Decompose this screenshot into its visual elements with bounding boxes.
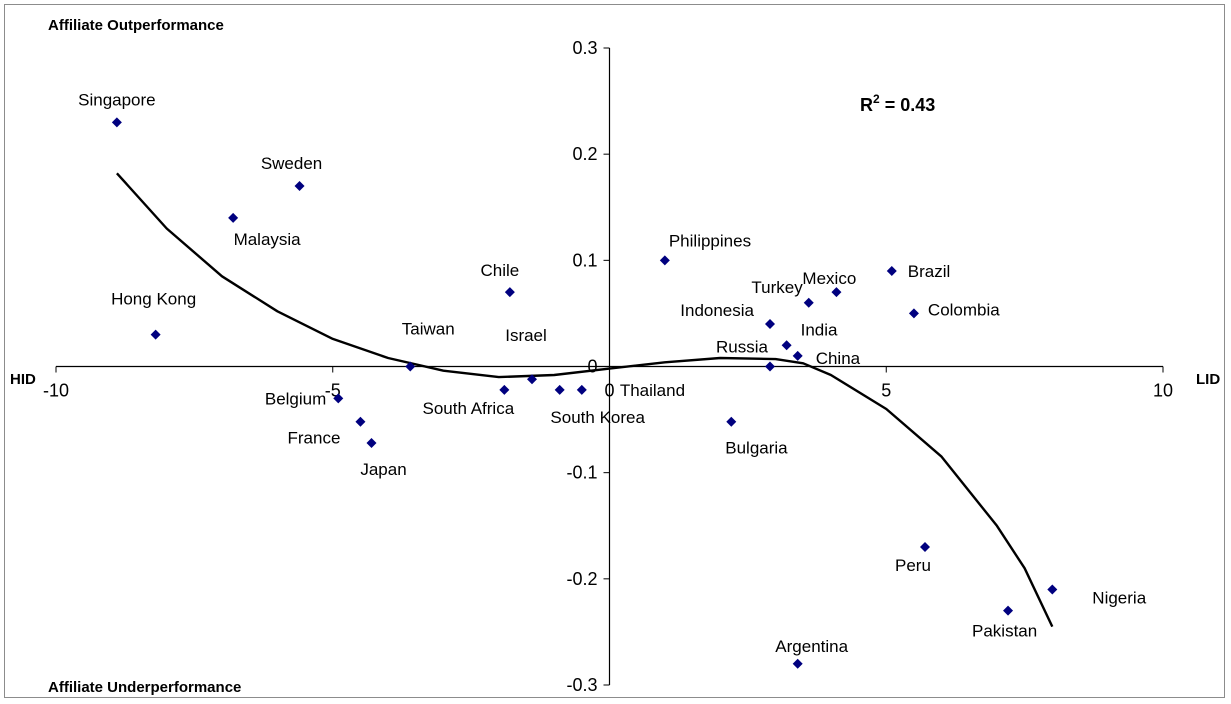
data-point-marker <box>726 416 737 427</box>
chart-frame <box>4 4 1225 698</box>
y-tick-label: -0.1 <box>566 463 597 483</box>
data-point-marker <box>781 340 792 351</box>
x-tick-label: 10 <box>1153 381 1173 401</box>
data-point-marker <box>405 361 416 372</box>
r-squared-r: R <box>860 95 873 115</box>
data-point-marker <box>527 374 538 385</box>
chart-text-group: Affiliate Outperformance Affiliate Under… <box>10 17 1220 696</box>
data-point-marker <box>294 181 305 192</box>
data-point-label: Thailand <box>620 381 685 400</box>
data-point-label: Sweden <box>261 154 322 173</box>
data-point-marker <box>1047 584 1058 595</box>
data-point-label: Japan <box>360 460 406 479</box>
y-tick-label: 0 <box>587 357 597 377</box>
data-point-label: Israel <box>505 326 547 345</box>
data-point-marker <box>355 416 366 427</box>
data-point-label: South Africa <box>422 399 514 418</box>
data-point-label: Taiwan <box>402 320 455 339</box>
data-point-marker <box>228 212 239 223</box>
data-point-label: Malaysia <box>234 230 302 249</box>
data-point-marker <box>576 384 587 395</box>
data-point-marker <box>554 384 565 395</box>
axes: -10 -5 0 5 100.30.20.10-0.1-0.2-0.3 <box>43 38 1173 695</box>
data-point-label: Belgium <box>265 389 326 408</box>
y-tick-label: 0.2 <box>572 144 597 164</box>
data-point-marker <box>919 541 930 552</box>
x-tick-label: -10 <box>43 381 69 401</box>
data-point-marker <box>908 308 919 319</box>
data-point-marker <box>333 393 344 404</box>
y-tick-label: -0.2 <box>566 569 597 589</box>
x-tick-label: 5 <box>881 381 891 401</box>
data-point-marker <box>792 658 803 669</box>
r-squared-annotation: R2 = 0.43 <box>860 92 935 115</box>
data-point-label: Philippines <box>669 231 751 250</box>
data-point-marker <box>886 265 897 276</box>
data-point-label: South Korea <box>550 408 645 427</box>
data-point-marker <box>499 384 510 395</box>
data-point-marker <box>1003 605 1014 616</box>
data-point-label: Indonesia <box>680 301 754 320</box>
data-point-label: China <box>816 349 861 368</box>
axis-end-label-right: LID <box>1196 371 1220 388</box>
data-point-label: Hong Kong <box>111 290 196 309</box>
axis-end-label-left: HID <box>10 371 36 388</box>
data-point-label: Singapore <box>78 90 156 109</box>
data-point-label: Colombia <box>928 300 1000 319</box>
data-point-label: Mexico <box>802 269 856 288</box>
r-squared-sup: 2 <box>873 92 880 106</box>
points-group: Singapore Sweden Malaysia Hong Kong Taiwan Ch… <box>78 90 1147 669</box>
y-tick-label: 0.1 <box>572 250 597 270</box>
data-point-label: Peru <box>895 556 931 575</box>
data-point-marker <box>765 319 776 330</box>
data-point-label: Nigeria <box>1092 588 1146 607</box>
data-point-marker <box>111 117 122 128</box>
data-point-marker <box>659 255 670 266</box>
y-tick-label: -0.3 <box>566 675 597 695</box>
x-tick-label: 0 <box>604 381 614 401</box>
corner-label-bottom: Affiliate Underperformance <box>48 679 241 696</box>
corner-label-top: Affiliate Outperformance <box>48 17 224 34</box>
data-point-marker <box>765 361 776 372</box>
data-point-label: Turkey <box>751 278 803 297</box>
y-tick-label: 0.3 <box>572 38 597 58</box>
data-point-marker <box>792 350 803 361</box>
data-point-label: Brazil <box>908 262 951 281</box>
trend-line-group <box>116 172 1054 628</box>
data-point-marker <box>366 437 377 448</box>
data-point-label: France <box>288 429 341 448</box>
data-point-label: India <box>801 320 838 339</box>
data-point-label: Argentina <box>775 637 848 656</box>
data-point-marker <box>504 287 515 298</box>
data-point-label: Chile <box>480 261 519 280</box>
r-squared-value: = 0.43 <box>880 95 936 115</box>
data-point-label: Bulgaria <box>725 439 788 458</box>
data-point-label: Russia <box>716 338 769 357</box>
trend-line <box>116 172 1054 628</box>
data-point-label: Pakistan <box>972 622 1037 641</box>
data-point-marker <box>831 287 842 298</box>
data-point-marker <box>803 297 814 308</box>
data-point-marker <box>150 329 161 340</box>
